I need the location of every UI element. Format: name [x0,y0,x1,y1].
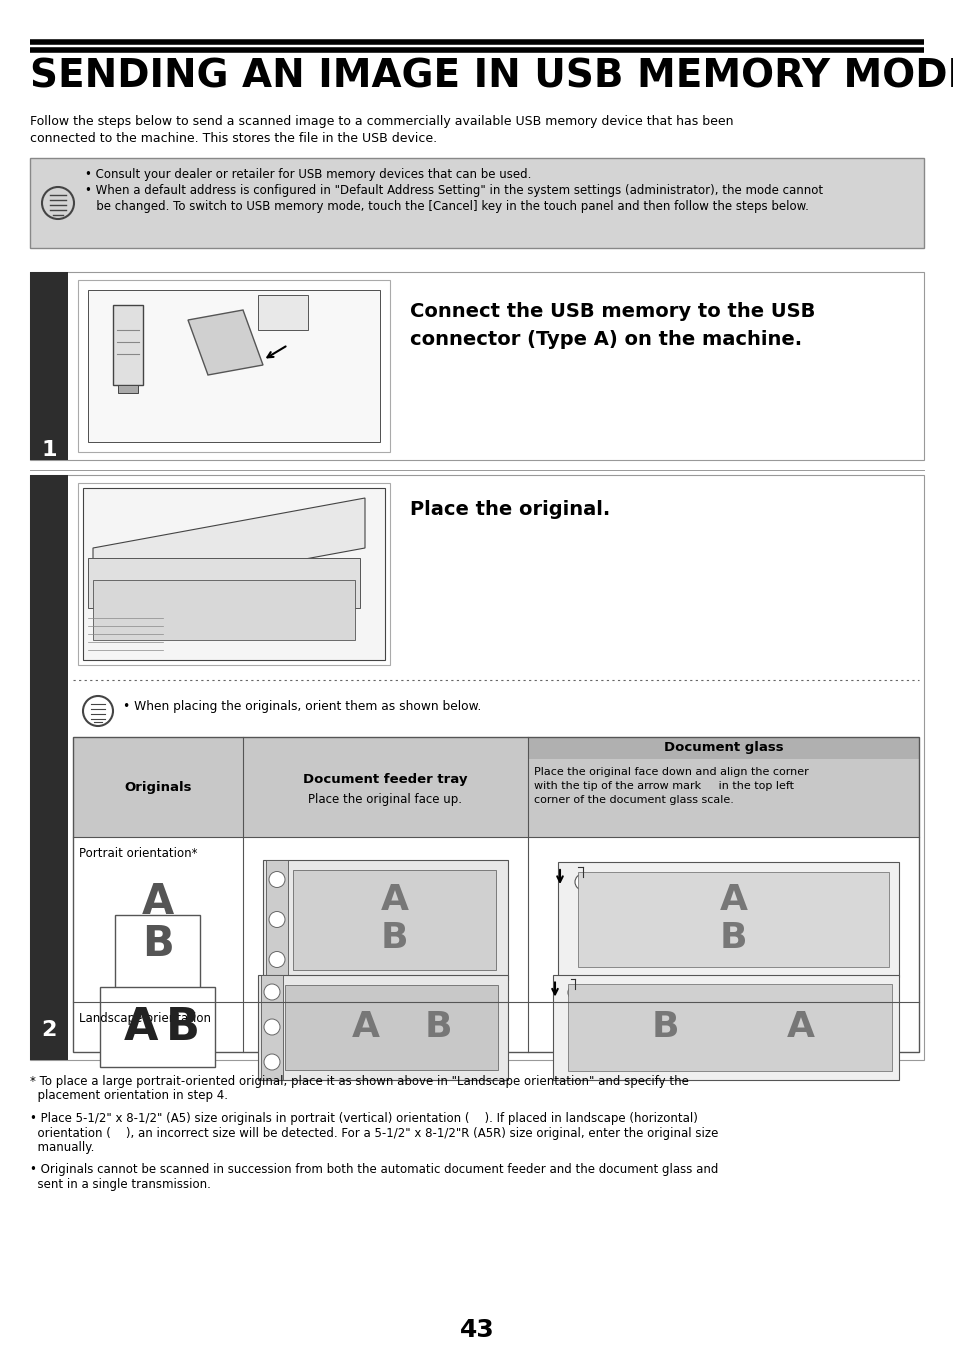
Text: • When placing the originals, orient them as shown below.: • When placing the originals, orient the… [123,700,481,713]
Text: sent in a single transmission.: sent in a single transmission. [30,1178,211,1192]
Text: • Originals cannot be scanned in succession from both the automatic document fee: • Originals cannot be scanned in success… [30,1163,718,1177]
Bar [293,870,496,970]
Bar [527,738,918,838]
Text: Follow the steps below to send a scanned image to a commercially available USB m: Follow the steps below to send a scanned… [30,115,733,128]
Text: A: A [786,1011,815,1044]
Text: A: A [142,881,174,923]
Text: placement orientation in step 4.: placement orientation in step 4. [30,1089,228,1102]
Bar [88,290,379,442]
Circle shape [575,874,590,890]
Text: 2: 2 [41,1020,56,1040]
Circle shape [567,985,581,1000]
Bar [30,158,923,249]
Bar [30,272,923,459]
Text: A: A [719,882,747,916]
Bar [112,305,143,385]
Text: • When a default address is configured in "Default Address Setting" in the syste: • When a default address is configured i… [85,184,822,197]
Text: connected to the machine. This stores the file in the USB device.: connected to the machine. This stores th… [30,132,436,145]
Text: be changed. To switch to USB memory mode, touch the [Cancel] key in the touch pa: be changed. To switch to USB memory mode… [85,200,808,213]
Bar [88,558,359,608]
Text: Place the original.: Place the original. [410,500,610,519]
Circle shape [269,871,285,888]
Text: Document feeder tray: Document feeder tray [303,773,467,785]
Polygon shape [92,499,365,598]
Bar [78,280,390,453]
Bar [527,738,918,759]
Bar [266,859,288,979]
Circle shape [269,912,285,928]
Text: B: B [424,1011,452,1044]
Text: SENDING AN IMAGE IN USB MEMORY MODE: SENDING AN IMAGE IN USB MEMORY MODE [30,58,953,96]
Text: Landscape orientation: Landscape orientation [79,1012,211,1025]
Circle shape [264,1054,280,1070]
Text: corner of the document glass scale.: corner of the document glass scale. [534,794,733,805]
Text: Document glass: Document glass [663,742,782,754]
Text: 1: 1 [41,440,56,459]
Bar [558,862,898,977]
Text: B: B [166,1005,200,1048]
Bar [567,984,891,1070]
Bar [115,915,200,1020]
Bar [578,871,888,967]
Bar [553,974,898,1079]
Text: B: B [142,924,173,966]
Text: 43: 43 [459,1319,494,1342]
Text: • Consult your dealer or retailer for USB memory devices that can be used.: • Consult your dealer or retailer for US… [85,168,531,181]
Bar [285,985,497,1070]
Circle shape [264,984,280,1000]
Bar [263,859,507,979]
Bar [118,385,138,393]
Bar [257,974,507,1079]
Text: B: B [651,1011,679,1044]
Bar [30,272,68,459]
Text: A: A [123,1005,158,1048]
Text: with the tip of the arrow mark     in the top left: with the tip of the arrow mark in the to… [534,781,793,790]
Text: orientation (    ), an incorrect size will be detected. For a 5-1/2" x 8-1/2"R (: orientation ( ), an incorrect size will … [30,1127,718,1139]
Bar [30,476,923,1061]
Circle shape [269,951,285,967]
Bar [30,476,68,1061]
Bar [73,738,918,1052]
Circle shape [264,1019,280,1035]
Text: B: B [380,920,408,955]
Text: Place the original face down and align the corner: Place the original face down and align t… [534,767,808,777]
Text: * To place a large portrait-oriented original, place it as shown above in "Lands: * To place a large portrait-oriented ori… [30,1075,688,1088]
Bar [73,838,918,1002]
Text: Connect the USB memory to the USB: Connect the USB memory to the USB [410,303,815,322]
Text: Portrait orientation*: Portrait orientation* [79,847,197,861]
Bar [92,580,355,640]
Bar [83,488,385,661]
Bar [73,1002,918,1052]
Text: Originals: Originals [124,781,192,793]
Text: Place the original face up.: Place the original face up. [308,793,462,805]
Text: connector (Type A) on the machine.: connector (Type A) on the machine. [410,330,801,349]
Bar [243,738,527,838]
Text: • Place 5-1/2" x 8-1/2" (A5) size originals in portrait (vertical) orientation (: • Place 5-1/2" x 8-1/2" (A5) size origin… [30,1112,698,1125]
Text: B: B [719,920,746,955]
Bar [257,295,308,330]
Text: manually.: manually. [30,1142,94,1154]
Text: A: A [380,882,408,916]
Bar [100,988,215,1067]
Bar [261,974,283,1079]
Bar [78,484,390,665]
Polygon shape [188,309,263,376]
Text: A: A [352,1011,379,1044]
Bar [73,738,243,838]
